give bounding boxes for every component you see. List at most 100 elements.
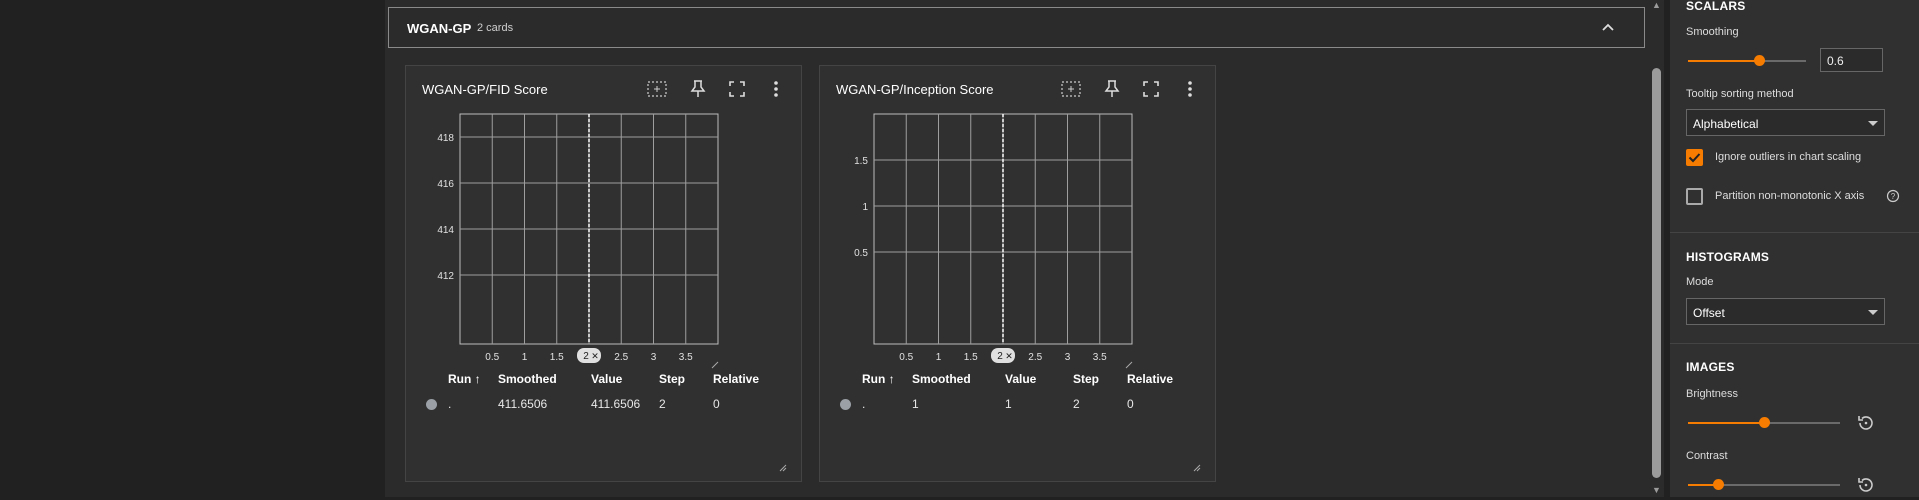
checkmark-icon <box>1688 153 1701 163</box>
x-tick-label: 0.5 <box>485 352 499 363</box>
scroll-up-arrow[interactable]: ▲ <box>1652 0 1661 10</box>
ignore-outliers-label: Ignore outliers in chart scaling <box>1715 151 1862 163</box>
x-tick-label: 2.5 <box>1028 352 1042 363</box>
x-tick-label: 3 <box>1065 352 1071 363</box>
chart-resize-icon[interactable] <box>1125 361 1133 369</box>
histogram-mode-value: Offset <box>1693 306 1725 320</box>
tooltip-sort-label: Tooltip sorting method <box>1686 88 1794 100</box>
card-title: WGAN-GP/FID Score <box>422 82 548 97</box>
x-tick-label: 3 <box>651 352 657 363</box>
x-tick-label: 3.5 <box>1093 352 1107 363</box>
cell-value: 1 <box>1005 397 1012 411</box>
y-tick-label: 0.5 <box>854 248 868 259</box>
group-card-count: 2 cards <box>477 22 514 34</box>
fullscreen-icon[interactable] <box>1140 78 1162 100</box>
fullscreen-icon[interactable] <box>726 78 748 100</box>
col-relative: Relative <box>1127 372 1174 386</box>
brightness-label: Brightness <box>1686 388 1738 400</box>
resize-handle[interactable] <box>779 459 787 472</box>
x-tick-label: 0.5 <box>899 352 913 363</box>
col-run[interactable]: Run ↑ <box>862 372 895 386</box>
y-tick-label: 418 <box>437 133 454 144</box>
col-smoothed: Smoothed <box>912 372 971 386</box>
x-tick-label: 1.5 <box>550 352 564 363</box>
partition-x-axis-label: Partition non-monotonic X axis <box>1715 190 1865 202</box>
run-color-dot <box>426 399 437 410</box>
cell-relative: 0 <box>1127 397 1134 411</box>
tooltip-sort-select[interactable]: Alphabetical <box>1686 109 1885 136</box>
histogram-mode-label: Mode <box>1686 276 1714 288</box>
partition-x-axis-checkbox[interactable] <box>1686 188 1703 205</box>
chart-resize-icon[interactable] <box>711 361 719 369</box>
scalars-section-title: SCALARS <box>1686 0 1746 13</box>
line-chart[interactable]: 418 416 414 412 0.5 1 1.5 2.5 3 3.5 2 ✕ <box>406 106 803 431</box>
group-title: WGAN-GP <box>407 21 472 36</box>
more-vert-icon[interactable] <box>765 78 787 100</box>
x-tick-label: 1 <box>936 352 942 363</box>
contrast-slider-fill <box>1688 484 1719 486</box>
contrast-slider-track[interactable] <box>1688 484 1840 486</box>
smoothing-input[interactable]: 0.6 <box>1820 48 1883 72</box>
more-vert-icon[interactable] <box>1179 78 1201 100</box>
smoothing-slider-knob[interactable] <box>1753 55 1765 66</box>
cell-step: 2 <box>1073 397 1080 411</box>
reset-brightness-icon[interactable] <box>1856 413 1876 433</box>
pin-icon[interactable] <box>687 78 709 100</box>
col-value: Value <box>591 372 623 386</box>
resize-handle[interactable] <box>1193 459 1201 472</box>
cell-run: . <box>862 397 866 411</box>
col-run[interactable]: Run ↑ <box>448 372 481 386</box>
fit-domain-icon[interactable] <box>646 78 668 100</box>
cell-relative: 0 <box>713 397 720 411</box>
ignore-outliers-checkbox[interactable] <box>1686 149 1703 166</box>
x-tick-label: 3.5 <box>679 352 693 363</box>
scroll-down-arrow[interactable]: ▼ <box>1652 485 1661 495</box>
close-icon[interactable]: ✕ <box>1005 351 1013 361</box>
help-icon[interactable]: ? <box>1886 189 1900 208</box>
col-step: Step <box>1073 372 1100 386</box>
card-title: WGAN-GP/Inception Score <box>836 82 994 97</box>
histograms-section-title: HISTOGRAMS <box>1686 250 1770 264</box>
histogram-mode-select[interactable]: Offset <box>1686 298 1885 325</box>
y-tick-label: 1 <box>862 202 868 213</box>
section-divider <box>1670 343 1919 344</box>
main-content: WGAN-GP 2 cards WGAN-GP/FID Score 418 416… <box>385 0 1649 497</box>
cell-run: . <box>448 397 452 411</box>
x-tick-label: 1 <box>522 352 528 363</box>
brightness-slider-fill <box>1688 422 1764 424</box>
col-smoothed: Smoothed <box>498 372 557 386</box>
close-icon[interactable]: ✕ <box>591 351 599 361</box>
settings-sidebar: SCALARS Smoothing 0.6 Tooltip sorting me… <box>1670 0 1919 497</box>
line-chart[interactable]: 1.5 1 0.5 0.5 1 1.5 2.5 3 3.5 2 ✕ <box>820 106 1217 431</box>
y-tick-label: 412 <box>437 271 454 282</box>
col-relative: Relative <box>713 372 760 386</box>
contrast-slider-knob[interactable] <box>1713 479 1725 490</box>
left-blank-area <box>0 0 385 497</box>
cursor-step-chip[interactable] <box>991 348 1015 363</box>
dropdown-arrow-icon <box>1868 310 1878 315</box>
card-group-header[interactable]: WGAN-GP 2 cards <box>388 7 1645 48</box>
dropdown-arrow-icon <box>1868 121 1878 126</box>
tooltip-sort-value: Alphabetical <box>1693 117 1759 131</box>
cell-smoothed: 411.6506 <box>498 397 548 411</box>
scrollbar-thumb[interactable] <box>1652 68 1661 478</box>
smoothing-label: Smoothing <box>1686 26 1739 38</box>
y-tick-label: 414 <box>437 225 454 236</box>
cursor-step-chip[interactable] <box>577 348 601 363</box>
contrast-label: Contrast <box>1686 450 1728 462</box>
y-tick-label: 416 <box>437 179 454 190</box>
svg-text:?: ? <box>1891 192 1896 201</box>
y-tick-label: 1.5 <box>854 156 868 167</box>
brightness-slider-knob[interactable] <box>1759 417 1770 428</box>
x-tick-label: 2.5 <box>614 352 628 363</box>
fit-domain-icon[interactable] <box>1060 78 1082 100</box>
scalar-card: WGAN-GP/FID Score 418 416 414 412 0.5 1 1.5 2.5… <box>405 65 802 482</box>
section-divider <box>1670 232 1919 233</box>
cell-value: 411.6506 <box>591 397 641 411</box>
x-tick-label: 1.5 <box>964 352 978 363</box>
cell-step: 2 <box>659 397 666 411</box>
pin-icon[interactable] <box>1101 78 1123 100</box>
chevron-up-icon[interactable] <box>1598 17 1618 37</box>
images-section-title: IMAGES <box>1686 360 1735 374</box>
reset-contrast-icon[interactable] <box>1856 475 1876 495</box>
